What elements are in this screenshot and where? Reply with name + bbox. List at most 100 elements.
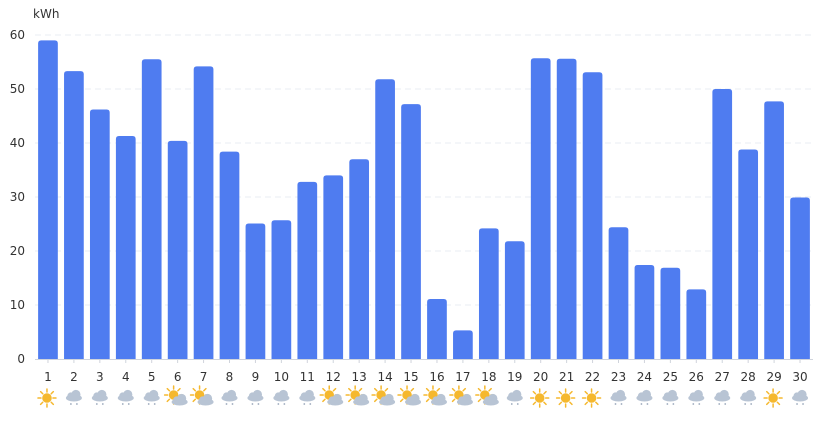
x-tick-label: 16 bbox=[429, 370, 444, 384]
x-tick-label: 12 bbox=[326, 370, 341, 384]
bar-day-30[interactable] bbox=[790, 197, 810, 359]
rain-cloud-icon bbox=[792, 389, 809, 405]
bar-day-15[interactable] bbox=[401, 104, 421, 360]
y-axis-ticks: 0 10 20 30 40 50 60 bbox=[10, 28, 25, 366]
bar-day-8[interactable] bbox=[219, 151, 240, 359]
bar-day-19[interactable] bbox=[504, 241, 525, 359]
x-tick-label: 6 bbox=[174, 370, 182, 384]
y-tick-label: 10 bbox=[10, 298, 25, 312]
x-tick-label: 23 bbox=[611, 370, 626, 384]
rain-cloud-icon bbox=[610, 389, 627, 405]
sun-icon bbox=[37, 388, 57, 408]
bar-day-16[interactable] bbox=[427, 299, 447, 359]
x-tick-label: 30 bbox=[792, 370, 807, 384]
x-tick-label: 19 bbox=[507, 370, 522, 384]
bar-day-24[interactable] bbox=[634, 265, 655, 359]
bar-day-10[interactable] bbox=[271, 220, 292, 359]
x-tick-label: 1 bbox=[44, 370, 52, 384]
x-tick-label: 7 bbox=[200, 370, 208, 384]
x-tick-label: 22 bbox=[585, 370, 600, 384]
bar-day-1[interactable] bbox=[38, 40, 58, 360]
partly-cloudy-icon bbox=[423, 385, 447, 406]
x-tick-label: 2 bbox=[70, 370, 78, 384]
bar-day-3[interactable] bbox=[89, 109, 110, 360]
bar-day-2[interactable] bbox=[64, 71, 84, 360]
sun-icon bbox=[581, 388, 602, 408]
rain-cloud-icon bbox=[636, 389, 653, 405]
rain-cloud-icon bbox=[65, 389, 82, 405]
x-tick-label: 26 bbox=[689, 370, 704, 384]
rain-cloud-icon bbox=[506, 389, 523, 405]
sun-icon bbox=[529, 388, 550, 408]
bar-day-18[interactable] bbox=[478, 228, 499, 359]
partly-cloudy-icon bbox=[319, 385, 344, 406]
x-tick-label: 3 bbox=[96, 370, 104, 384]
x-tick-label: 20 bbox=[533, 370, 548, 384]
x-tick-label: 11 bbox=[300, 370, 315, 384]
x-tick-label: 24 bbox=[637, 370, 652, 384]
rain-cloud-icon bbox=[247, 389, 264, 405]
x-axis-ticks: 1 2 3 4 5 6 7 8 9 10 11 12 13 14 15 16 17 18 19 20 21 22 23 24 2… bbox=[44, 359, 808, 384]
bar-day-14[interactable] bbox=[375, 79, 395, 359]
x-tick-label: 13 bbox=[352, 370, 367, 384]
x-tick-label: 27 bbox=[715, 370, 730, 384]
sun-icon bbox=[555, 388, 576, 408]
rain-cloud-icon bbox=[714, 389, 731, 405]
y-tick-label: 30 bbox=[10, 190, 25, 204]
bar-day-22[interactable] bbox=[582, 72, 603, 359]
bar-day-17[interactable] bbox=[453, 330, 473, 359]
rain-cloud-icon bbox=[143, 389, 160, 405]
partly-cloudy-icon bbox=[163, 385, 188, 406]
x-tick-label: 25 bbox=[663, 370, 678, 384]
bar-day-5[interactable] bbox=[141, 59, 162, 360]
x-tick-label: 8 bbox=[226, 370, 234, 384]
x-tick-label: 4 bbox=[122, 370, 130, 384]
partly-cloudy-icon bbox=[449, 385, 473, 406]
rain-cloud-icon bbox=[688, 389, 705, 405]
bar-day-23[interactable] bbox=[608, 227, 629, 359]
x-tick-label: 17 bbox=[455, 370, 470, 384]
partly-cloudy-icon bbox=[371, 385, 396, 406]
x-tick-label: 10 bbox=[274, 370, 289, 384]
x-tick-label: 29 bbox=[766, 370, 781, 384]
partly-cloudy-icon bbox=[189, 385, 214, 406]
rain-cloud-icon bbox=[740, 389, 757, 405]
y-tick-label: 50 bbox=[10, 82, 25, 96]
bar-day-4[interactable] bbox=[115, 135, 136, 359]
y-tick-label: 0 bbox=[17, 352, 25, 366]
bar-day-28[interactable] bbox=[738, 149, 759, 359]
bar-day-6[interactable] bbox=[167, 140, 188, 359]
rain-cloud-icon bbox=[299, 389, 316, 405]
y-axis-unit-label: kWh bbox=[33, 7, 59, 21]
bar-day-7[interactable] bbox=[193, 66, 214, 359]
bar-day-13[interactable] bbox=[349, 159, 370, 359]
bar-day-12[interactable] bbox=[323, 175, 344, 359]
x-tick-label: 5 bbox=[148, 370, 156, 384]
x-tick-label: 14 bbox=[377, 370, 392, 384]
rain-cloud-icon bbox=[221, 389, 238, 405]
partly-cloudy-icon bbox=[475, 385, 499, 406]
y-tick-label: 20 bbox=[10, 244, 25, 258]
weather-icons bbox=[37, 385, 809, 408]
rain-cloud-icon bbox=[273, 389, 290, 405]
bar-day-9[interactable] bbox=[245, 223, 266, 359]
x-tick-label: 21 bbox=[559, 370, 574, 384]
bar-day-21[interactable] bbox=[556, 58, 577, 359]
bar-day-25[interactable] bbox=[660, 267, 681, 359]
y-tick-label: 60 bbox=[10, 28, 25, 42]
y-tick-label: 40 bbox=[10, 136, 25, 150]
bar-day-29[interactable] bbox=[764, 101, 784, 360]
x-tick-label: 9 bbox=[252, 370, 260, 384]
bar-day-20[interactable] bbox=[530, 58, 551, 359]
rain-cloud-icon bbox=[662, 389, 679, 405]
x-tick-label: 28 bbox=[741, 370, 756, 384]
bar-day-26[interactable] bbox=[686, 289, 707, 359]
sun-icon bbox=[763, 388, 783, 408]
bar-day-11[interactable] bbox=[297, 181, 318, 359]
x-tick-label: 18 bbox=[481, 370, 496, 384]
bar-day-27[interactable] bbox=[712, 89, 733, 359]
bars bbox=[38, 40, 810, 360]
partly-cloudy-icon bbox=[345, 385, 370, 406]
